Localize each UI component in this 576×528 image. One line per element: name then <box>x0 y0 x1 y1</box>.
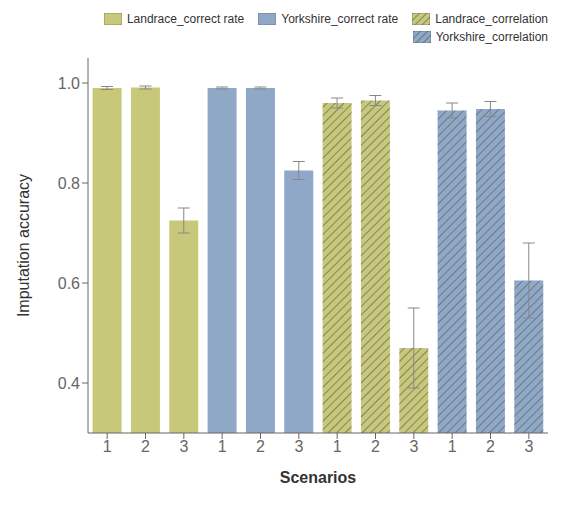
svg-text:3: 3 <box>179 438 188 455</box>
svg-text:0.4: 0.4 <box>58 375 80 392</box>
svg-text:Imputation accuracy: Imputation accuracy <box>15 174 32 317</box>
svg-text:3: 3 <box>294 438 303 455</box>
svg-text:2: 2 <box>486 438 495 455</box>
svg-text:1: 1 <box>218 438 227 455</box>
svg-text:3: 3 <box>524 438 533 455</box>
svg-text:3: 3 <box>409 438 418 455</box>
svg-text:2: 2 <box>371 438 380 455</box>
svg-text:1.0: 1.0 <box>58 75 80 92</box>
html-text:Yorkshire_correlation: Yorkshire_correlation <box>435 30 548 44</box>
svg-text:1: 1 <box>333 438 342 455</box>
svg-text:Scenarios: Scenarios <box>280 469 357 486</box>
svg-text:1: 1 <box>448 438 457 455</box>
svg-text:0.6: 0.6 <box>58 275 80 292</box>
svg-text:2: 2 <box>141 438 150 455</box>
html-text:Landrace_correct rate: Landrace_correct rate <box>126 12 245 26</box>
html-text:Yorkshire_correct rate: Yorkshire_correct rate <box>281 12 399 26</box>
svg-text:2: 2 <box>256 438 265 455</box>
html-text:Landrace_correlation: Landrace_correlation <box>435 12 548 26</box>
svg-text:0.8: 0.8 <box>58 175 80 192</box>
svg-text:1: 1 <box>103 438 112 455</box>
